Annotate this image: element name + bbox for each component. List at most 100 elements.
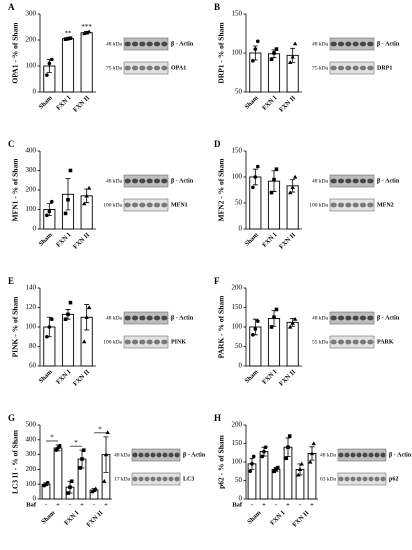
blot-band — [330, 178, 337, 184]
data-point — [93, 486, 98, 491]
blot-kda: 75 kDa — [106, 65, 123, 71]
bar — [286, 321, 299, 367]
series-label: + — [56, 501, 60, 508]
blot-kda: 100 kDa — [309, 202, 328, 208]
blot-band — [359, 178, 367, 184]
blot-protein: β - Actin — [377, 41, 400, 47]
blot-band — [337, 178, 345, 184]
y-axis-label: p62 - % of Sham — [217, 434, 226, 489]
data-point — [308, 459, 313, 464]
blot-band — [168, 452, 174, 458]
x-tick-label: FXN II — [291, 509, 310, 528]
blot-band — [153, 65, 161, 71]
x-tick-label: FXN II — [72, 94, 91, 113]
blot-protein: β - Actin — [171, 41, 194, 47]
blot-band — [337, 202, 345, 208]
y-axis-label: PARK - % of Sham — [217, 295, 226, 359]
blot-strip — [337, 472, 387, 486]
blot-protein: β - Actin — [171, 315, 194, 321]
y-tick-label: 140 — [26, 284, 37, 292]
x-tick-label: Sham — [244, 94, 261, 111]
data-point — [45, 334, 49, 339]
blot-band — [350, 452, 356, 458]
y-axis-label: MFN1 - % of Sham — [11, 158, 20, 222]
data-point — [69, 479, 74, 484]
y-tick-label: 150 — [232, 439, 243, 447]
data-point — [86, 29, 92, 34]
data-point — [86, 185, 92, 190]
blot-band — [359, 202, 367, 208]
x-tick-label: FXN II — [278, 368, 297, 387]
data-point — [274, 47, 279, 51]
data-point — [82, 201, 87, 206]
significance: * — [50, 434, 54, 442]
blot-band — [330, 65, 337, 71]
blot-band — [380, 452, 386, 458]
y-tick-label: 300 — [26, 166, 37, 174]
blot-band — [153, 202, 161, 208]
data-point — [49, 199, 54, 204]
data-point — [253, 47, 258, 51]
blot-kda: 48 kDa — [106, 315, 123, 321]
x-tick-label: FXN I — [55, 94, 73, 112]
data-point — [288, 60, 293, 64]
blot-protein: β - Actin — [171, 178, 194, 184]
blot-band — [352, 41, 359, 47]
blot-protein: PINK — [171, 339, 186, 345]
data-point — [292, 174, 298, 179]
data-point — [63, 317, 68, 321]
blot-band — [367, 41, 374, 47]
x-tick-label: Sham — [246, 509, 263, 526]
data-point — [251, 333, 255, 337]
x-tick-label: FXN I — [55, 368, 73, 386]
panel-letter: A — [8, 2, 15, 12]
blot-strip — [123, 174, 169, 188]
blot-kda: 75 kDa — [312, 65, 329, 71]
blot-band — [153, 315, 161, 321]
data-point — [288, 324, 293, 329]
blot-strip — [337, 448, 387, 462]
blot-band — [168, 476, 174, 482]
blot-band — [146, 339, 153, 345]
blot-band — [131, 41, 139, 47]
blot-band — [345, 178, 352, 184]
blot-band — [146, 202, 153, 208]
x-tick-label: FXN I — [261, 368, 279, 386]
blot-strip — [131, 448, 181, 462]
data-point — [263, 445, 268, 450]
data-point — [103, 452, 109, 457]
blot-band — [161, 339, 168, 345]
panel-letter: G — [8, 413, 15, 423]
data-point — [251, 185, 255, 190]
data-point — [255, 319, 260, 323]
blot-band — [330, 315, 337, 321]
x-tick-label: FXN II — [85, 509, 104, 528]
significance: * — [98, 425, 102, 433]
blot-band — [352, 178, 359, 184]
data-point — [297, 467, 303, 471]
blot-band — [161, 315, 168, 321]
blot-kda: 17 kDa — [114, 476, 131, 482]
blot-band — [131, 65, 139, 71]
y-tick-label: 100 — [26, 480, 37, 488]
blot-band — [344, 452, 350, 458]
blot-strip — [329, 61, 375, 75]
y-axis-label: DRP1 - % of Sham — [217, 22, 226, 84]
blot-band — [124, 315, 131, 321]
blot-band — [156, 452, 162, 458]
panel-letter: C — [8, 139, 15, 149]
y-tick-label: 200 — [26, 186, 37, 194]
data-point — [68, 485, 72, 489]
blot-band — [345, 339, 352, 345]
data-point — [287, 434, 292, 438]
data-point — [269, 325, 274, 329]
blot-band — [359, 339, 367, 345]
x-tick-label: FXN II — [72, 368, 91, 387]
blot-kda: 48 kDa — [106, 41, 123, 47]
y-tick-label: 300 — [26, 10, 37, 18]
data-point — [274, 307, 279, 312]
blot-band — [162, 476, 168, 482]
blot-band — [146, 178, 153, 184]
data-point — [260, 454, 265, 459]
data-point — [68, 168, 73, 173]
